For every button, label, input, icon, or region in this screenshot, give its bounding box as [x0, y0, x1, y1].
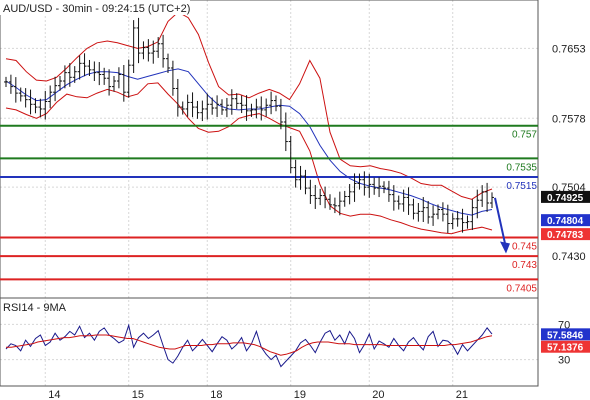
- projection-arrow-line: [494, 197, 506, 244]
- time-axis: 14 15 18 19 20 21: [48, 389, 468, 400]
- price-tag-last: [541, 190, 590, 203]
- rsi-title: RSI14 - 9MA: [3, 302, 67, 314]
- price-bars: [4, 17, 494, 233]
- projection-arrow-head: [500, 241, 510, 254]
- price-panel-frame: [0, 0, 539, 299]
- rsi-tick-label: 30: [558, 355, 570, 367]
- level-labels: 0.757 0.7535 0.7515 0.745 0.743 0.7405: [506, 130, 537, 295]
- bollinger-bands: [5, 11, 493, 235]
- bollinger-lower-band: [5, 82, 493, 235]
- bollinger-upper-band: [5, 11, 493, 200]
- price-tag-ma-label: 0.74804: [547, 216, 584, 227]
- x-tick-label: 14: [48, 389, 60, 400]
- rsi-ma-line: [6, 334, 493, 356]
- y-tick-label: 0.7578: [552, 113, 586, 125]
- rsi-lines: [5, 323, 493, 368]
- title-background: [0, 0, 190, 15]
- price-tag-ma: [541, 214, 590, 227]
- level-label: 0.7405: [506, 283, 537, 294]
- price-tag-band: [541, 228, 590, 241]
- chart-title: AUD/USD - 30min - 09:24:15 (UTC+2): [3, 3, 190, 15]
- rsi-ma-tag-label: 57.1376: [547, 343, 584, 354]
- price-tag-last-label: 0.74925: [547, 193, 584, 204]
- price-tag-band-label: 0.74783: [547, 230, 584, 241]
- level-label: 0.745: [512, 241, 537, 252]
- y-tick-label: 0.7653: [552, 43, 586, 55]
- support-resistance-levels: [0, 124, 538, 281]
- x-tick-label: 18: [210, 389, 222, 400]
- y-tick-label: 0.7430: [552, 251, 586, 263]
- x-tick-label: 15: [132, 389, 144, 400]
- rsi-panel-frame: [0, 297, 539, 387]
- rsi-tag: [541, 328, 590, 341]
- level-label: 0.757: [512, 130, 537, 141]
- x-tick-label: 21: [456, 389, 468, 400]
- rsi-axis: 70 30 57.5846 57.1376: [541, 319, 590, 367]
- price-tags: 0.74925 0.74804 0.74783: [541, 190, 590, 241]
- moving-average: [5, 68, 493, 216]
- rsi-tag-label: 57.5846: [547, 330, 584, 341]
- rsi-ma-tag: [541, 340, 590, 353]
- level-label: 0.743: [512, 260, 537, 271]
- x-tick-label: 19: [294, 389, 306, 400]
- level-label: 0.7515: [506, 181, 537, 192]
- level-label: 0.7535: [506, 162, 537, 173]
- x-tick-label: 20: [372, 389, 384, 400]
